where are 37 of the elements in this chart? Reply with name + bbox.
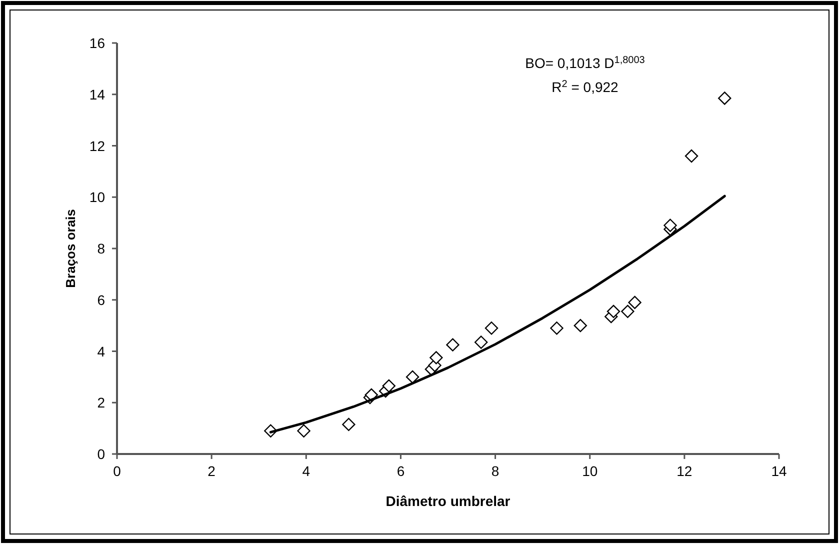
y-tick-label: 6 — [97, 292, 106, 308]
y-axis-title: Braços orais — [63, 209, 78, 288]
point — [474, 336, 488, 349]
x-tick-label: 4 — [302, 463, 310, 479]
y-tick-label: 0 — [97, 446, 106, 462]
y-tick-label: 10 — [89, 189, 106, 206]
x-tick-label: 12 — [676, 463, 692, 479]
x-tick-label: 0 — [113, 463, 122, 479]
y-tick-label: 2 — [97, 394, 106, 411]
point — [606, 304, 620, 318]
y-tick-label: 12 — [89, 138, 106, 154]
point — [430, 351, 443, 364]
point — [664, 218, 677, 232]
x-axis-title: Diâmetro umbrelar — [386, 493, 511, 509]
point — [718, 92, 732, 105]
x-tick-label: 10 — [582, 463, 598, 479]
point — [628, 296, 642, 310]
point — [684, 149, 698, 163]
y-tick-label: 16 — [89, 35, 106, 51]
annotation: R$^{2}$ = 0,922 — [552, 78, 619, 95]
point — [550, 322, 564, 335]
point — [382, 379, 396, 393]
point — [484, 322, 498, 335]
annotation: BO= 0,1013 D$^{1,8003}$ — [525, 54, 646, 71]
y-tick-label: 8 — [97, 240, 106, 256]
y-tick-label: 4 — [97, 343, 106, 360]
point — [446, 338, 460, 352]
point — [297, 424, 310, 438]
point — [621, 304, 634, 318]
point — [574, 318, 587, 332]
point — [342, 418, 356, 432]
point — [406, 370, 420, 384]
x-tick-label: 14 — [771, 463, 787, 479]
x-tick-label: 6 — [396, 463, 405, 479]
y-tick-label: 14 — [89, 86, 106, 102]
x-tick-label: 2 — [208, 463, 216, 479]
x-tick-label: 8 — [491, 463, 500, 479]
